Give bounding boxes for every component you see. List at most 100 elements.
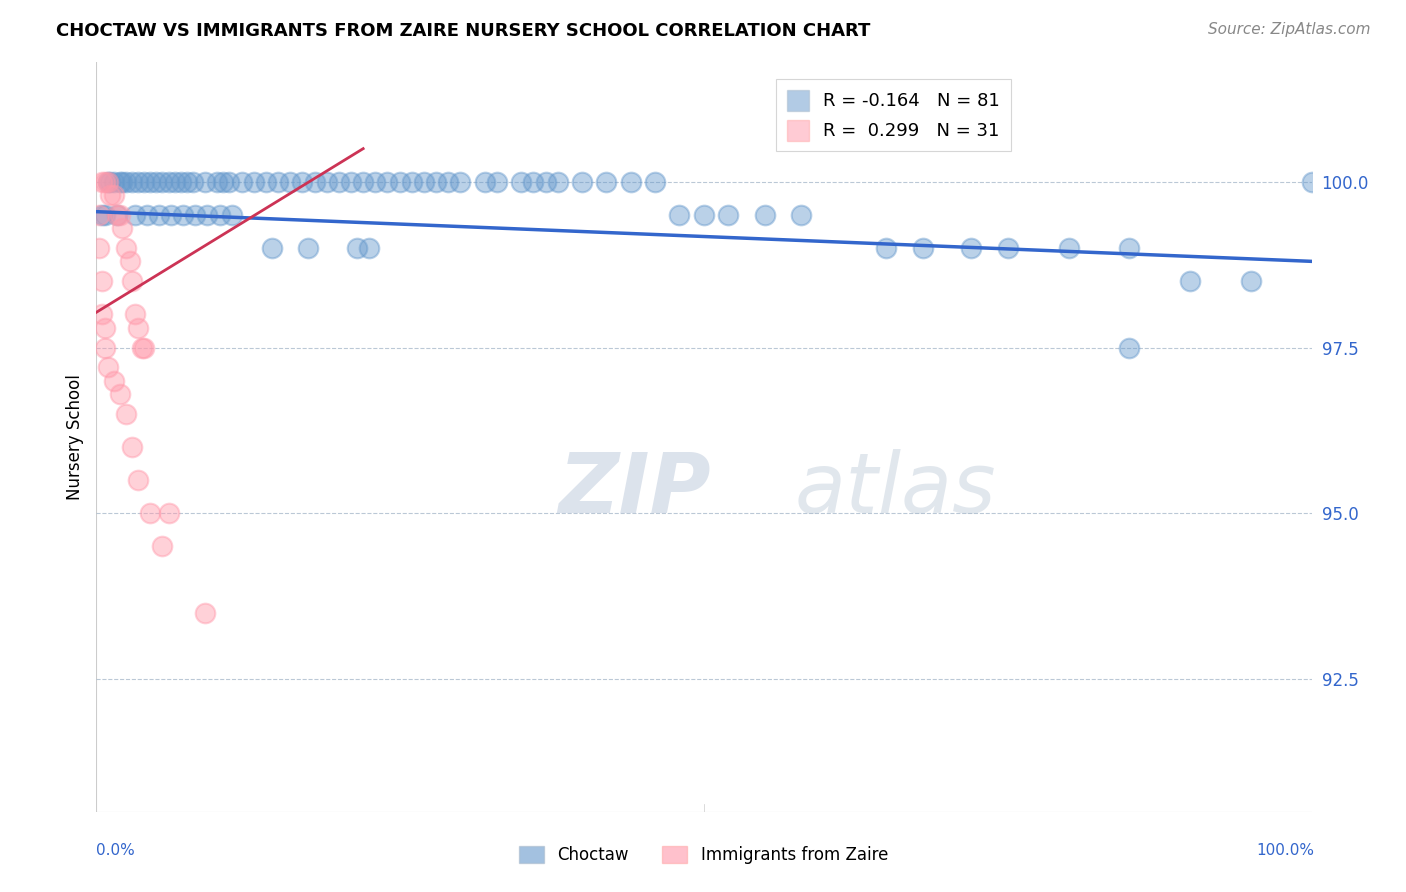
- Point: [346, 241, 368, 255]
- Point: [124, 307, 146, 321]
- Point: [176, 175, 198, 189]
- Point: [547, 175, 569, 189]
- Point: [121, 440, 143, 454]
- Point: [97, 175, 120, 189]
- Point: [194, 175, 217, 189]
- Point: [163, 175, 186, 189]
- Point: [1118, 241, 1140, 255]
- Point: [152, 175, 174, 189]
- Point: [437, 175, 460, 189]
- Point: [510, 175, 533, 189]
- Point: [911, 241, 934, 255]
- Point: [139, 506, 162, 520]
- Point: [1057, 241, 1080, 255]
- Point: [595, 175, 617, 189]
- Point: [717, 208, 740, 222]
- Point: [131, 341, 153, 355]
- Text: Source: ZipAtlas.com: Source: ZipAtlas.com: [1208, 22, 1371, 37]
- Point: [111, 221, 134, 235]
- Point: [485, 175, 508, 189]
- Point: [98, 188, 121, 202]
- Point: [134, 175, 156, 189]
- Point: [364, 175, 387, 189]
- Point: [212, 175, 235, 189]
- Point: [124, 208, 146, 222]
- Point: [103, 374, 125, 388]
- Point: [267, 175, 290, 189]
- Point: [90, 274, 112, 288]
- Point: [107, 208, 129, 222]
- Point: [1240, 274, 1263, 288]
- Point: [103, 188, 125, 202]
- Point: [221, 208, 243, 222]
- Point: [291, 175, 314, 189]
- Point: [97, 360, 120, 375]
- Point: [157, 175, 180, 189]
- Point: [328, 175, 350, 189]
- Point: [304, 175, 326, 189]
- Point: [997, 241, 1019, 255]
- Point: [207, 175, 229, 189]
- Point: [693, 208, 716, 222]
- Point: [522, 175, 544, 189]
- Point: [875, 241, 897, 255]
- Point: [352, 175, 374, 189]
- Point: [115, 175, 138, 189]
- Point: [260, 241, 283, 255]
- Point: [184, 208, 207, 222]
- Point: [89, 241, 111, 255]
- Point: [160, 208, 183, 222]
- Point: [90, 175, 112, 189]
- Point: [157, 506, 180, 520]
- Point: [115, 241, 138, 255]
- Point: [790, 208, 813, 222]
- Point: [108, 387, 131, 401]
- Point: [121, 274, 143, 288]
- Y-axis label: Nursery School: Nursery School: [66, 374, 84, 500]
- Text: CHOCTAW VS IMMIGRANTS FROM ZAIRE NURSERY SCHOOL CORRELATION CHART: CHOCTAW VS IMMIGRANTS FROM ZAIRE NURSERY…: [56, 22, 870, 40]
- Point: [297, 241, 319, 255]
- Point: [118, 254, 141, 268]
- Point: [450, 175, 472, 189]
- Point: [94, 341, 117, 355]
- Point: [98, 175, 121, 189]
- Point: [644, 175, 666, 189]
- Point: [139, 175, 162, 189]
- Point: [127, 473, 149, 487]
- Point: [94, 175, 117, 189]
- Point: [135, 208, 157, 222]
- Point: [115, 407, 138, 421]
- Point: [145, 175, 167, 189]
- Point: [121, 175, 143, 189]
- Point: [377, 175, 399, 189]
- Point: [90, 307, 112, 321]
- Point: [474, 175, 496, 189]
- Point: [127, 175, 149, 189]
- Point: [315, 175, 337, 189]
- Point: [278, 175, 301, 189]
- Point: [94, 320, 117, 334]
- Point: [1118, 341, 1140, 355]
- Point: [148, 208, 170, 222]
- Point: [242, 175, 264, 189]
- Point: [754, 208, 776, 222]
- Point: [134, 341, 156, 355]
- Point: [103, 175, 125, 189]
- Text: ZIP: ZIP: [558, 449, 710, 530]
- Point: [425, 175, 447, 189]
- Point: [571, 175, 593, 189]
- Point: [359, 241, 381, 255]
- Point: [89, 208, 111, 222]
- Point: [534, 175, 557, 189]
- Point: [181, 175, 204, 189]
- Point: [254, 175, 277, 189]
- Point: [197, 208, 219, 222]
- Point: [170, 175, 193, 189]
- Point: [340, 175, 363, 189]
- Point: [172, 208, 194, 222]
- Point: [152, 540, 174, 554]
- Point: [127, 320, 149, 334]
- Point: [668, 208, 690, 222]
- Point: [90, 208, 112, 222]
- Point: [111, 175, 134, 189]
